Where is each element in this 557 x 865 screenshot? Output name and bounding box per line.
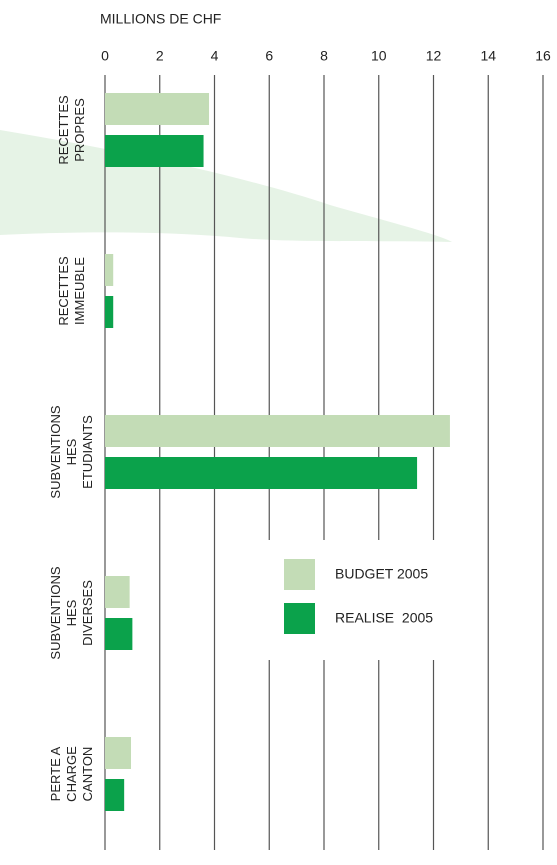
x-tick-label: 4 xyxy=(211,48,219,64)
bar xyxy=(105,415,450,447)
legend-label: REALISE 2005 xyxy=(335,610,433,626)
bar xyxy=(105,296,114,328)
category-label: RECETTES IMMEUBLE xyxy=(56,256,87,326)
bar xyxy=(105,457,418,489)
bar xyxy=(105,779,125,811)
bar xyxy=(105,737,132,769)
x-tick-label: 12 xyxy=(426,48,442,64)
x-tick-label: 2 xyxy=(156,48,164,64)
legend-swatch xyxy=(284,603,315,634)
x-tick-label: 16 xyxy=(535,48,551,64)
x-tick-label: 10 xyxy=(371,48,387,64)
category-label: SUBVENTIONS HES ETUDIANTS xyxy=(48,405,95,499)
category-label: PERTE A CHARGE CANTON xyxy=(48,746,95,802)
bar xyxy=(105,135,204,167)
bar xyxy=(105,618,133,650)
category-label: RECETTES PROPRES xyxy=(56,95,87,165)
axis-title: MILLIONS DE CHF xyxy=(100,11,221,27)
legend-swatch xyxy=(284,559,315,590)
x-tick-label: 8 xyxy=(320,48,328,64)
x-tick-label: 14 xyxy=(480,48,496,64)
category-label: SUBVENTIONS HES DIVERSES xyxy=(48,566,95,660)
x-tick-label: 0 xyxy=(101,48,109,64)
legend-bg xyxy=(268,540,468,660)
bar xyxy=(105,93,210,125)
x-tick-label: 6 xyxy=(265,48,273,64)
bar xyxy=(105,254,114,286)
legend-label: BUDGET 2005 xyxy=(335,566,428,582)
bar xyxy=(105,576,130,608)
